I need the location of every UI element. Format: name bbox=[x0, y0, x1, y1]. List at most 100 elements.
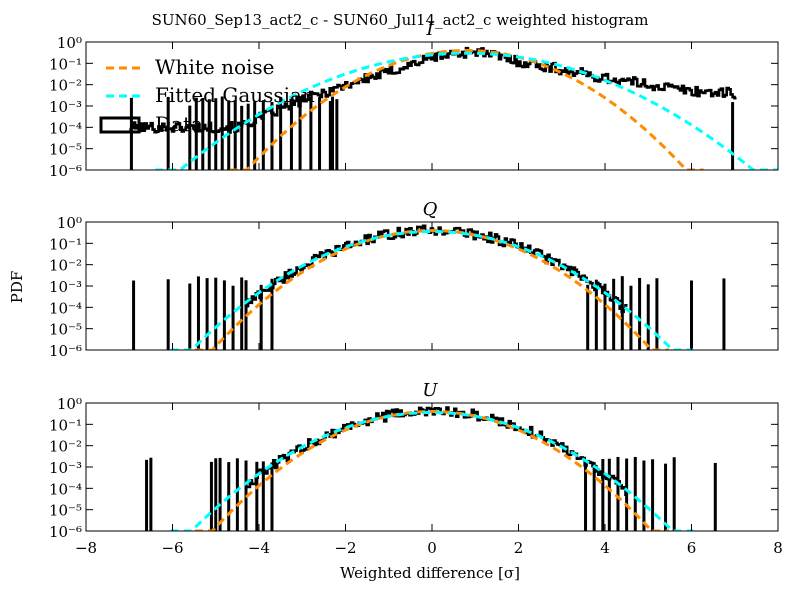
data-histogram-spike bbox=[612, 278, 616, 350]
panel-u: U 10⁻⁶ 10⁻⁵ 10⁻⁴ 10⁻³ 10⁻² 10⁻¹ 10⁰ −8 −6 −4 −2 0 2… bbox=[49, 380, 783, 557]
data-histogram-spike bbox=[731, 102, 735, 170]
panel-u-title: U bbox=[422, 380, 438, 401]
x-tick-label: 4 bbox=[600, 539, 610, 557]
data-histogram-spike bbox=[205, 278, 209, 350]
panel-u-plot-area bbox=[145, 406, 717, 531]
data-histogram-spike bbox=[149, 457, 153, 531]
panel-i-y-ticks: 10⁻⁶ 10⁻⁵ 10⁻⁴ 10⁻³ 10⁻² 10⁻¹ 10⁰ bbox=[49, 34, 778, 180]
data-histogram-spike bbox=[235, 458, 239, 531]
data-histogram-spike bbox=[207, 99, 211, 170]
y-tick-label: 10⁻¹ bbox=[49, 416, 82, 434]
y-tick-label: 10⁻⁵ bbox=[49, 321, 82, 339]
data-histogram bbox=[246, 406, 628, 496]
data-histogram-spike bbox=[166, 96, 170, 170]
y-tick-label: 10⁻⁴ bbox=[49, 480, 82, 498]
data-histogram-spike bbox=[651, 459, 655, 531]
x-axis-label: Weighted difference [σ] bbox=[340, 564, 520, 582]
y-tick-label: 10⁻² bbox=[49, 257, 82, 275]
x-tick-label: 6 bbox=[687, 539, 697, 557]
y-tick-label: 10⁻³ bbox=[49, 98, 82, 116]
x-tick-label: −6 bbox=[161, 539, 183, 557]
fitted-gaussian-curve bbox=[170, 411, 694, 531]
legend-data-label: Data bbox=[155, 112, 203, 136]
x-tick-label: 2 bbox=[514, 539, 524, 557]
panel-q-x-ticks bbox=[85, 222, 779, 350]
fitted-gaussian-curve bbox=[155, 51, 778, 170]
panel-q-title: Q bbox=[423, 199, 438, 220]
data-histogram-spike bbox=[620, 276, 624, 350]
panel-i-x-ticks bbox=[85, 42, 779, 170]
data-histogram bbox=[246, 224, 628, 314]
data-histogram-spike bbox=[255, 461, 259, 531]
panel-q: Q 10⁻⁶ 10⁻⁵ 10⁻⁴ 10⁻³ 10⁻² 10⁻¹ 10⁰ bbox=[49, 199, 779, 360]
data-histogram-spike bbox=[331, 96, 335, 170]
data-histogram-spike bbox=[233, 100, 237, 170]
data-histogram-spike bbox=[270, 462, 274, 531]
y-tick-label: 10⁻⁴ bbox=[49, 119, 82, 137]
data-histogram-spike bbox=[646, 284, 650, 350]
fitted-gaussian-curve bbox=[170, 230, 694, 350]
figure-suptitle: SUN60_Sep13_act2_c - SUN60_Jul14_act2_c … bbox=[152, 11, 649, 29]
y-tick-label: 10⁻⁵ bbox=[49, 141, 82, 159]
data-histogram-spike bbox=[270, 278, 274, 350]
data-histogram-spike bbox=[594, 279, 598, 350]
panel-i-plot-area bbox=[129, 46, 778, 170]
data-histogram-spike bbox=[335, 99, 339, 170]
data-histogram-spike bbox=[220, 96, 224, 170]
data-histogram-spike bbox=[261, 461, 265, 531]
data-histogram-spike bbox=[672, 457, 676, 531]
data-histogram-spike bbox=[642, 460, 646, 531]
data-histogram-spike bbox=[231, 285, 235, 350]
data-histogram-spike bbox=[633, 456, 637, 531]
data-histogram-spike bbox=[586, 284, 590, 350]
panel-u-y-ticks: 10⁻⁶ 10⁻⁵ 10⁻⁴ 10⁻³ 10⁻² 10⁻¹ 10⁰ bbox=[49, 395, 778, 541]
data-histogram-spike bbox=[188, 105, 192, 170]
data-histogram-spike bbox=[132, 280, 136, 350]
white-noise-curve bbox=[229, 49, 704, 170]
data-histogram-spike bbox=[584, 461, 588, 531]
y-tick-label: 10⁻² bbox=[49, 438, 82, 456]
data-histogram-spike bbox=[607, 458, 611, 531]
data-histogram-spike bbox=[145, 459, 149, 531]
data-histogram-spike bbox=[209, 461, 213, 531]
data-histogram-spike bbox=[298, 96, 302, 170]
data-histogram-spike bbox=[196, 276, 200, 350]
data-histogram-spike bbox=[188, 283, 192, 350]
data-histogram-spike bbox=[246, 103, 250, 170]
data-histogram-spike bbox=[214, 277, 218, 350]
legend: White noise Fitted Gaussian Data bbox=[99, 55, 315, 136]
data-histogram-spike bbox=[201, 97, 205, 170]
data-histogram-spike bbox=[194, 97, 198, 170]
data-histogram-spike bbox=[261, 100, 265, 170]
y-tick-label: 10⁻⁴ bbox=[49, 299, 82, 317]
panel-i-title: I bbox=[425, 19, 434, 40]
data-histogram-spike bbox=[664, 463, 668, 531]
y-tick-label: 10⁻⁶ bbox=[49, 523, 82, 541]
data-histogram-spike bbox=[270, 102, 274, 170]
x-tick-label: 8 bbox=[773, 539, 783, 557]
x-tick-label: −8 bbox=[75, 539, 97, 557]
panel-q-plot-area bbox=[132, 224, 726, 350]
data-histogram-spike bbox=[603, 283, 607, 350]
data-histogram-spike bbox=[690, 280, 693, 350]
y-tick-label: 10⁰ bbox=[57, 395, 82, 413]
y-tick-label: 10⁻³ bbox=[49, 459, 82, 477]
data-histogram-spike bbox=[279, 97, 283, 170]
data-histogram-spike bbox=[166, 279, 170, 350]
data-histogram-spike bbox=[592, 462, 596, 531]
legend-fitted-gaussian-label: Fitted Gaussian bbox=[155, 83, 315, 107]
legend-data-swatch bbox=[99, 116, 141, 134]
data-histogram-spike bbox=[629, 285, 633, 350]
y-tick-label: 10⁻³ bbox=[49, 278, 82, 296]
x-tick-label: −2 bbox=[334, 539, 356, 557]
legend-white-noise-label: White noise bbox=[155, 55, 274, 79]
data-histogram-spike bbox=[240, 105, 244, 170]
data-histogram-spike bbox=[601, 459, 605, 531]
x-tick-labels: −8 −6 −4 −2 0 2 4 6 8 bbox=[75, 539, 783, 557]
data-histogram-spike bbox=[240, 277, 244, 350]
y-tick-label: 10⁻⁵ bbox=[49, 502, 82, 520]
white-noise-curve bbox=[195, 410, 669, 531]
y-tick-label: 10⁻¹ bbox=[49, 235, 82, 253]
white-noise-curve bbox=[195, 229, 669, 350]
